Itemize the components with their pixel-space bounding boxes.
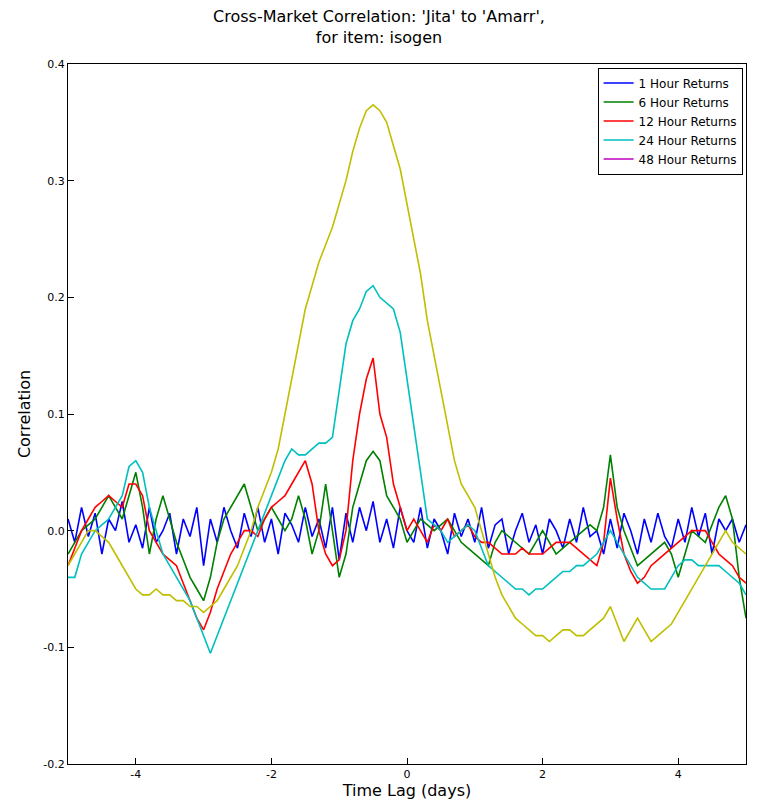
svg-text:-4: -4 bbox=[130, 768, 141, 781]
svg-text:-0.1: -0.1 bbox=[43, 641, 64, 654]
svg-text:48 Hour Returns: 48 Hour Returns bbox=[639, 153, 737, 167]
svg-text:6 Hour Returns: 6 Hour Returns bbox=[639, 96, 729, 110]
svg-text:0.0: 0.0 bbox=[47, 525, 65, 538]
svg-text:2: 2 bbox=[539, 768, 546, 781]
svg-text:Cross-Market Correlation: 'Jit: Cross-Market Correlation: 'Jita' to 'Ama… bbox=[213, 7, 545, 47]
svg-text:Correlation: Correlation bbox=[15, 370, 34, 458]
svg-text:0.3: 0.3 bbox=[47, 175, 65, 188]
svg-text:0.1: 0.1 bbox=[47, 408, 65, 421]
svg-text:-2: -2 bbox=[266, 768, 277, 781]
svg-text:0.4: 0.4 bbox=[47, 58, 65, 71]
svg-text:1 Hour Returns: 1 Hour Returns bbox=[639, 77, 729, 91]
svg-text:-0.2: -0.2 bbox=[43, 758, 64, 771]
svg-text:0.2: 0.2 bbox=[47, 291, 65, 304]
svg-text:4: 4 bbox=[675, 768, 682, 781]
svg-text:Time Lag (days): Time Lag (days) bbox=[342, 781, 471, 800]
svg-text:0: 0 bbox=[404, 768, 411, 781]
svg-text:24 Hour Returns: 24 Hour Returns bbox=[639, 134, 737, 148]
svg-text:12 Hour Returns: 12 Hour Returns bbox=[639, 115, 737, 129]
